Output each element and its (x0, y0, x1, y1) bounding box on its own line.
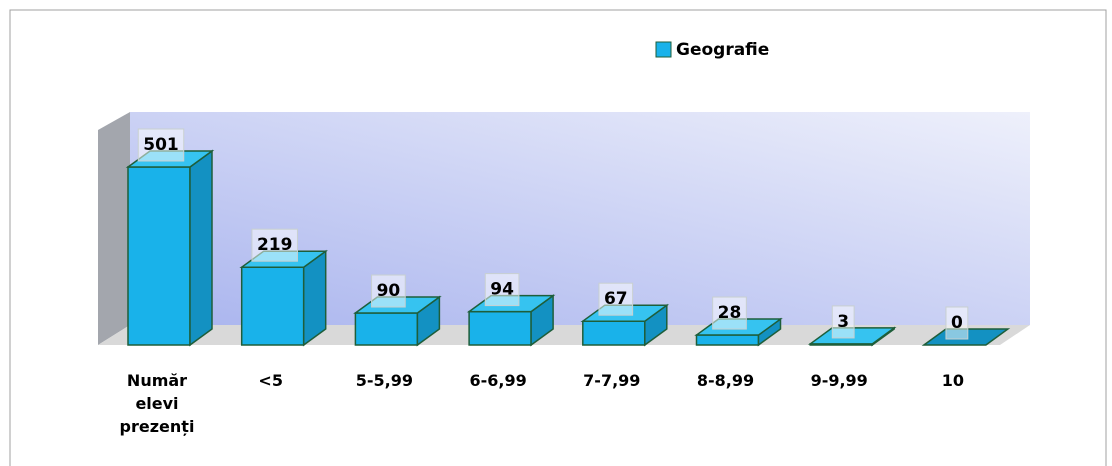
bar (239, 249, 329, 347)
x-tick-label: 10 (941, 371, 965, 390)
data-label: 28 (718, 303, 742, 323)
data-label-box (137, 128, 185, 162)
data-label-box (831, 305, 855, 339)
legend-label: Geografie (676, 40, 769, 60)
bar-front (468, 310, 532, 346)
data-label: 219 (257, 235, 293, 255)
x-tick-label: 7-7,99 (583, 371, 641, 390)
data-label-box (598, 282, 634, 316)
data-label-box (251, 228, 298, 262)
floor (98, 325, 1030, 345)
x-tick-label: 5-5,99 (355, 371, 414, 390)
bar-side (189, 149, 213, 347)
bar-front (695, 334, 760, 346)
data-label-box (371, 274, 406, 308)
bar-front (354, 312, 419, 346)
data-label: 0 (951, 313, 963, 333)
bar (125, 149, 215, 347)
x-tick-label: 9-9,99 (810, 371, 868, 390)
x-tick-label: Număr elevi prezenți (119, 371, 195, 436)
x-tick-label: 8-8,99 (696, 371, 755, 390)
bar-front (582, 320, 646, 346)
data-label-box (945, 306, 969, 340)
data-label-box (712, 296, 747, 330)
data-label: 67 (604, 289, 628, 309)
bar-front (240, 266, 305, 346)
back-wall (130, 112, 1030, 325)
data-label: 90 (377, 281, 401, 301)
data-label: 94 (490, 280, 514, 300)
bar-front (127, 166, 191, 346)
data-label: 501 (143, 135, 179, 155)
data-label-box (484, 273, 520, 307)
x-tick-label: <5 (258, 371, 283, 390)
x-tick-label: 6-6,99 (469, 371, 527, 390)
legend-swatch (655, 41, 672, 58)
side-wall (98, 112, 130, 345)
data-label: 3 (837, 312, 849, 332)
